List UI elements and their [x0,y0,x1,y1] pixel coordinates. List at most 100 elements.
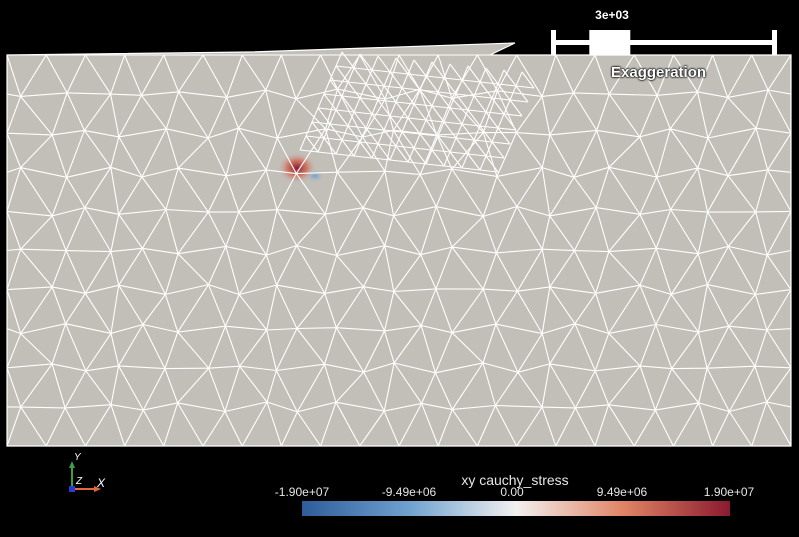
mesh-edge [503,99,511,115]
mesh-edge [491,83,499,99]
mesh-edge [118,213,143,249]
mesh-edge [110,93,120,138]
slider-right-cap [772,30,777,55]
mesh-edge [401,73,409,89]
mesh-edge [431,61,445,79]
mesh-edge [383,330,395,364]
mesh-edge [420,168,452,176]
mesh-edge [20,92,68,97]
mesh-edge [177,367,210,404]
mesh-edge [639,365,656,411]
mesh-edge [655,248,672,295]
mesh-edge [419,174,437,207]
mesh-edge [335,401,361,446]
mesh-edge [65,404,112,409]
mesh-edge [335,286,364,329]
mesh-edge [707,137,729,176]
mesh-edge [401,87,415,105]
mesh-edge [419,133,433,151]
mesh-edge [7,132,22,168]
mesh-edge [639,248,657,286]
mesh-edge [296,411,322,446]
mesh-edge [425,119,439,137]
mesh-edge [371,143,379,159]
mesh-edge [473,95,487,113]
mesh-edge [594,370,610,406]
slider-left-cap [551,30,556,55]
mesh-edge [362,98,386,138]
slider-track[interactable] [553,40,775,45]
mesh-edge [118,284,144,325]
mesh-edge [549,207,597,217]
mesh-edge [431,149,451,153]
exaggeration-slider[interactable] [551,30,777,55]
mesh-edge [595,167,610,208]
mesh-domain [7,43,791,446]
slider-handle[interactable] [589,30,631,55]
mesh-edge [20,96,53,136]
mesh-edge [353,97,361,113]
mesh-edge [276,245,298,286]
mesh-edge [110,404,126,446]
mesh-edge [383,71,391,87]
mesh-edge [377,143,391,161]
mesh-edge [241,401,268,446]
mesh-edge [305,135,325,139]
mesh-edge [401,117,409,133]
mesh-edge [549,286,596,294]
mesh-edge [476,405,496,446]
mesh-edge [491,141,505,159]
mesh-edge [239,365,268,403]
mesh-edge [516,132,550,136]
mesh-edge [495,290,518,325]
mesh-edge [449,63,463,81]
mesh-edge [452,404,496,410]
mesh-edge [65,323,112,334]
mesh-edge [436,132,484,136]
mesh-edge [118,324,144,367]
mesh-edge [389,159,409,163]
mesh-edge [503,69,517,87]
mesh-edge [751,401,768,446]
mesh-edge [420,206,437,255]
mesh-edge [118,365,144,411]
mesh-edge [225,175,240,213]
mesh-edge [706,325,730,369]
mesh-edge [238,169,267,213]
mesh-edge [594,333,610,371]
mesh-edge [461,123,475,141]
mesh-edge [516,290,543,334]
mesh-edge [407,117,427,121]
mesh-edge [124,409,144,446]
mesh-edge [413,59,427,77]
mesh-edge [20,406,47,446]
mesh-edge [177,331,210,369]
mesh-edge [163,54,180,93]
mesh-edge [7,286,53,291]
mesh-edge [118,95,142,138]
mesh-edge [207,211,227,247]
mesh-edge [419,89,439,93]
mesh-edge [164,331,179,369]
mesh-edge [455,137,475,141]
mesh-edge [110,166,143,178]
mesh-edge [353,53,361,69]
mesh-edge [728,325,756,367]
mesh-edge [335,109,355,113]
mesh-edge [473,81,481,97]
mesh-edge [461,153,469,169]
mesh-edge [64,370,87,409]
mesh-edge [413,103,427,121]
mesh-edge [755,89,769,129]
mesh-edge [413,133,421,149]
mesh-edge [420,325,436,373]
mesh-edge [266,284,278,331]
mesh-edge [574,323,609,334]
mesh-edge [425,75,445,79]
mesh-edge [443,165,463,169]
mesh-edge [84,207,119,215]
mesh-edge [443,77,457,95]
mesh-edge [118,136,143,178]
